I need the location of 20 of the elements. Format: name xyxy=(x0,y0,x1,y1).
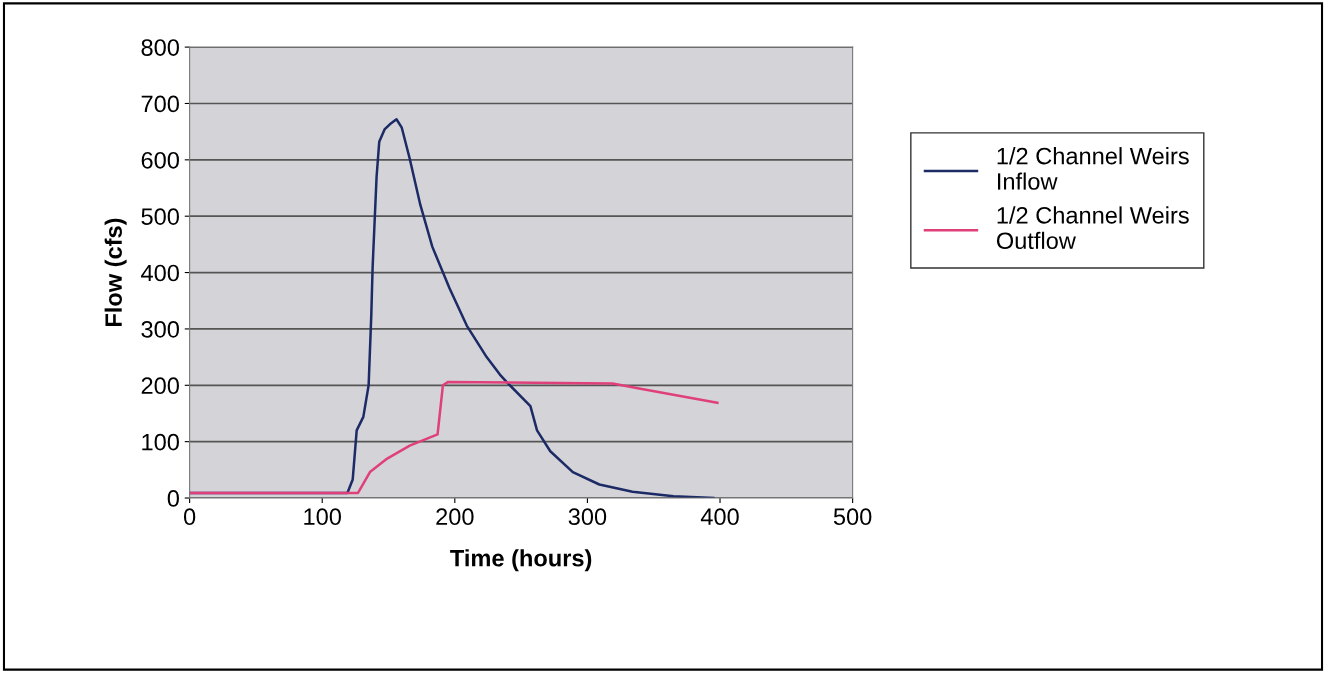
y-axis-title: Flow (cfs) xyxy=(104,218,127,327)
y-tick-label: 400 xyxy=(141,264,179,282)
x-tick-label: 300 xyxy=(568,508,607,526)
x-tick-label: 100 xyxy=(304,508,341,526)
line-series xyxy=(189,380,719,495)
x-axis-title: Time (hours) xyxy=(450,549,592,572)
legend-label: 1/2 Channel Weirs Inflow xyxy=(997,147,1189,190)
y-tick-label: 100 xyxy=(142,433,179,451)
y-tick-label: 300 xyxy=(141,321,179,338)
y-tick-label: 700 xyxy=(141,95,179,113)
x-tick-label: 200 xyxy=(436,508,474,526)
x-tick-label: 400 xyxy=(700,508,739,526)
y-tick-label: 0 xyxy=(167,490,179,507)
legend-label: 1/2 Channel Weirs Outflow xyxy=(996,206,1189,250)
x-tick-label: 500 xyxy=(833,508,872,526)
y-tick-label: 600 xyxy=(141,151,179,169)
y-tick-label: 500 xyxy=(141,208,179,225)
x-tick-label: 0 xyxy=(183,508,196,526)
y-tick-label: 800 xyxy=(141,39,179,56)
y-tick-label: 200 xyxy=(141,377,179,395)
